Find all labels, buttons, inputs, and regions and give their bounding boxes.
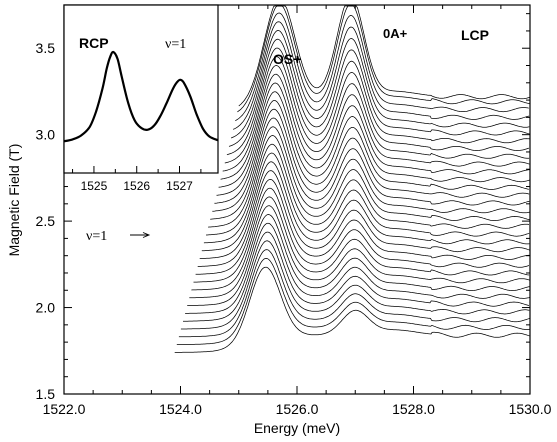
peak-label-0a: 0A+ [383, 26, 408, 41]
spectrum-trace [220, 73, 530, 180]
y-tick-label: 1.5 [36, 386, 56, 402]
x-tick-label: 1530.0 [509, 401, 552, 417]
x-axis-label: Energy (meV) [254, 420, 340, 436]
x-tick-label: 1528.0 [392, 401, 435, 417]
spectrum-trace [224, 56, 530, 164]
spectrum-trace [189, 205, 530, 299]
spectrum-trace [195, 179, 530, 275]
spectrum-trace [238, 5, 531, 107]
spectrum-trace [210, 117, 530, 220]
x-tick-label: 1524.0 [159, 401, 202, 417]
inset-x-tick-label: 1525 [81, 179, 108, 193]
spectrum-trace [212, 108, 530, 212]
spectrum-trace [183, 231, 530, 322]
y-tick-labels: 1.5 2.0 2.5 3.0 3.5 [36, 40, 56, 402]
spectrum-trace [216, 91, 530, 196]
spectrum-trace [218, 82, 530, 188]
x-tick-label: 1526.0 [276, 401, 319, 417]
polarization-label-lcp: LCP [461, 27, 489, 43]
nu-marker-arrow-head [142, 232, 151, 238]
spectrum-trace [197, 170, 530, 267]
y-tick-label: 3.0 [36, 127, 56, 143]
inset-label-nu: ν=1 [165, 37, 186, 52]
inset-ticks [72, 166, 202, 173]
spectrum-trace [185, 222, 531, 314]
spectra-traces [174, 5, 531, 353]
inset-x-tick-label: 1527 [166, 179, 193, 193]
spectrum-trace [174, 266, 531, 353]
y-tick-label: 3.5 [36, 40, 56, 56]
spectrum-trace [222, 65, 530, 172]
x-tick-labels: 1522.0 1524.0 1526.0 1528.0 1530.0 [43, 401, 552, 417]
spectrum-trace [214, 100, 529, 204]
spectrum-trace [178, 249, 530, 338]
nu-marker-label: ν=1 [86, 229, 107, 244]
inset-frame [63, 4, 219, 174]
spectrum-trace [230, 30, 530, 139]
spectrum-trace [176, 258, 530, 345]
spectrum-trace [226, 47, 530, 156]
spectrum-trace [235, 12, 529, 122]
y-tick-label: 2.0 [36, 300, 56, 316]
spectrum-trace [233, 21, 530, 130]
spectrum-trace [237, 5, 530, 113]
inset-tick-labels: 1525 1526 1527 [81, 179, 194, 193]
spectrum-trace [203, 143, 530, 244]
inset-x-tick-label: 1526 [123, 179, 150, 193]
spectrum-trace [228, 38, 530, 147]
inset-label-rcp: RCP [79, 35, 109, 51]
spectrum-trace [180, 240, 530, 330]
y-axis-label: Magnetic Field (T) [6, 144, 22, 257]
peak-label-os: OS+ [273, 51, 301, 67]
spectrum-trace [193, 187, 530, 283]
spectrum-trace [199, 161, 530, 259]
x-tick-label: 1522.0 [43, 401, 86, 417]
spectrum-trace [206, 135, 530, 236]
inset-spectrum-line [63, 50, 219, 143]
y-tick-label: 2.5 [36, 213, 56, 229]
spectrum-trace [187, 214, 530, 306]
spectrum-trace [201, 152, 530, 252]
spectrum-trace [191, 196, 530, 291]
spectrum-trace [208, 126, 530, 228]
